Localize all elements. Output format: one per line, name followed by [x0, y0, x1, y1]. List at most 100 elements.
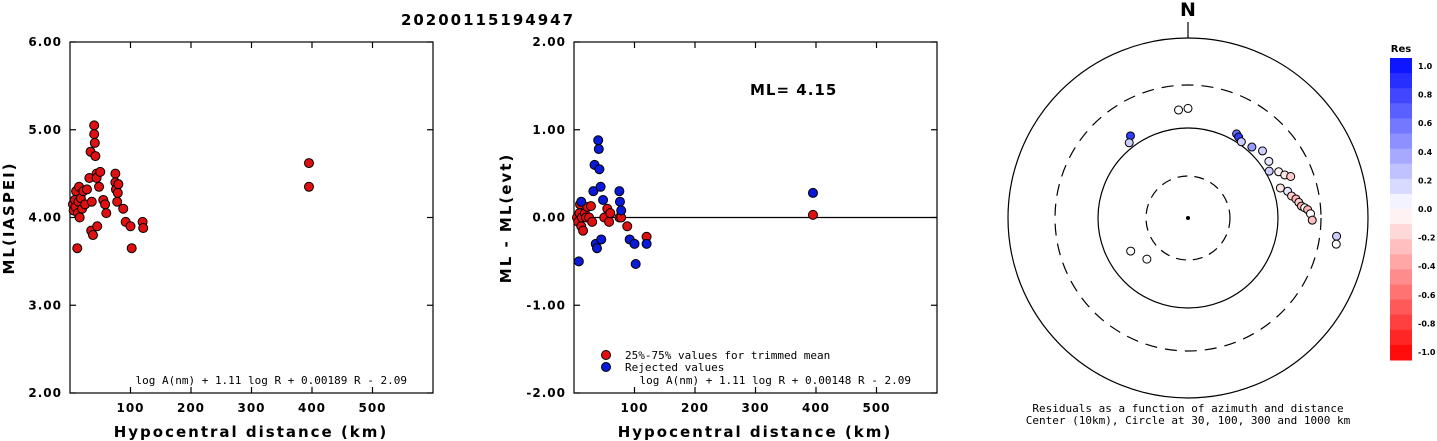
station-point — [1124, 138, 1134, 148]
legend-label-trimmed: 25%-75% values for trimmed mean — [625, 349, 830, 362]
trimmed-point — [605, 208, 616, 219]
north-label: N — [1180, 0, 1196, 21]
y-axis-label: ML - ML(evt) — [497, 153, 515, 283]
trimmed-point — [622, 221, 633, 232]
station-point — [1307, 215, 1317, 225]
colorbar-cell — [1390, 224, 1412, 240]
rejected-point — [614, 196, 625, 207]
station-point — [1286, 172, 1296, 182]
station-point — [1258, 146, 1268, 156]
rejected-point — [630, 259, 641, 270]
y-tick-label: 2.00 — [532, 35, 566, 49]
ring-30km — [1145, 175, 1231, 261]
colorbar-cell — [1390, 73, 1412, 89]
rejected-point — [614, 186, 625, 197]
trimmed-point — [807, 209, 818, 220]
rejected-point — [588, 186, 599, 197]
station-point — [1142, 254, 1152, 264]
x-tick-label: 400 — [802, 401, 830, 415]
azimuth-residual-polar-chart: N Residuals as a function of azimuth and… — [1007, 0, 1369, 427]
y-tick-label: 1.00 — [532, 123, 566, 137]
data-point — [86, 196, 97, 207]
rejected-point — [573, 256, 584, 267]
colorbar-cell — [1390, 103, 1412, 119]
x-tick-label: 300 — [741, 401, 769, 415]
colorbar-cell — [1390, 148, 1412, 165]
rejected-point — [593, 144, 604, 155]
colorbar-label: -0.2 — [1418, 234, 1436, 243]
colorbar-cell — [1390, 239, 1412, 255]
station-point — [1331, 239, 1341, 249]
y-tick-label: 4.00 — [28, 211, 62, 225]
rejected-point — [595, 181, 606, 192]
ring-100km — [1097, 127, 1279, 309]
rejected-point — [596, 234, 607, 245]
data-point — [125, 221, 136, 232]
trimmed-point — [604, 216, 615, 227]
station-point — [1264, 156, 1274, 166]
data-point — [95, 166, 106, 177]
y-tick-label: -1.00 — [526, 298, 566, 312]
ml-residual-vs-distance-chart: ML - ML(evt) Hypocentral distance (km) M… — [497, 35, 938, 441]
x-tick-label: 500 — [862, 401, 890, 415]
data-point — [94, 181, 105, 192]
rejected-point — [593, 135, 604, 146]
data-point — [126, 243, 137, 254]
colorbar-label: 0.8 — [1418, 91, 1433, 100]
station-point — [1332, 231, 1342, 241]
data-point — [74, 212, 85, 223]
rejected-point — [576, 196, 587, 207]
ring-300km — [1054, 84, 1322, 352]
colorbar-cell — [1390, 58, 1412, 74]
data-point — [89, 137, 100, 148]
station-point — [1174, 105, 1184, 115]
y-axis-label: ML(IASPEI) — [0, 161, 18, 274]
figure-title: 20200115194947 — [401, 11, 575, 29]
x-tick-label: 200 — [681, 401, 709, 415]
colorbar-label: -0.6 — [1418, 291, 1436, 300]
colorbar-cells — [1390, 58, 1412, 361]
station-point — [1247, 142, 1257, 152]
rejected-point — [591, 243, 602, 254]
data-point — [100, 199, 111, 210]
data-point — [90, 151, 101, 162]
data-point — [72, 243, 83, 254]
colorbar-label: 0.6 — [1418, 119, 1433, 128]
caption-line-2: Center (10km), Circle at 30, 100, 300 an… — [1026, 414, 1351, 427]
y-tick-label: 5.00 — [28, 123, 62, 137]
colorbar-cell — [1390, 329, 1412, 346]
colorbar-cell — [1390, 344, 1412, 361]
colorbar-label: 0.0 — [1418, 205, 1433, 214]
x-tick-label: 200 — [177, 401, 205, 415]
colorbar-cell — [1390, 269, 1412, 285]
ml-vs-distance-chart: ML(IASPEI) Hypocentral distance (km) log… — [0, 35, 434, 441]
y-tick-label: 0.00 — [532, 211, 566, 225]
data-point — [101, 208, 112, 219]
data-point — [110, 168, 121, 179]
data-point — [89, 120, 100, 131]
legend-marker-rejected — [601, 362, 611, 372]
colorbar-cell — [1390, 209, 1412, 225]
trimmed-point — [585, 201, 596, 212]
x-tick-label: 400 — [298, 401, 326, 415]
x-tick-label: 100 — [116, 401, 144, 415]
colorbar-label: -1.0 — [1418, 348, 1436, 357]
colorbar-label: 0.2 — [1418, 176, 1432, 185]
axis-ticks: 100 200 300 400 500 -2.00 -1.00 0.00 1.00 2.00 — [526, 35, 937, 415]
data-point — [81, 184, 92, 195]
rejected-point — [629, 238, 640, 249]
colorbar-cell — [1390, 118, 1412, 134]
data-point — [89, 129, 100, 140]
legend-label-rejected: Rejected values — [625, 361, 724, 374]
colorbar-cell — [1390, 314, 1412, 331]
rejected-point — [616, 205, 627, 216]
station-point — [1264, 166, 1274, 176]
axis-ticks: 100 200 300 400 500 2.00 3.00 4.00 5.00 6.00 — [28, 35, 433, 415]
x-tick-label: 500 — [358, 401, 386, 415]
data-point — [92, 221, 103, 232]
data-point — [112, 187, 123, 198]
data-point — [303, 158, 314, 169]
station-residuals — [1124, 103, 1342, 264]
colorbar-label: 0.4 — [1418, 148, 1433, 157]
legend-marker-trimmed — [601, 350, 611, 360]
